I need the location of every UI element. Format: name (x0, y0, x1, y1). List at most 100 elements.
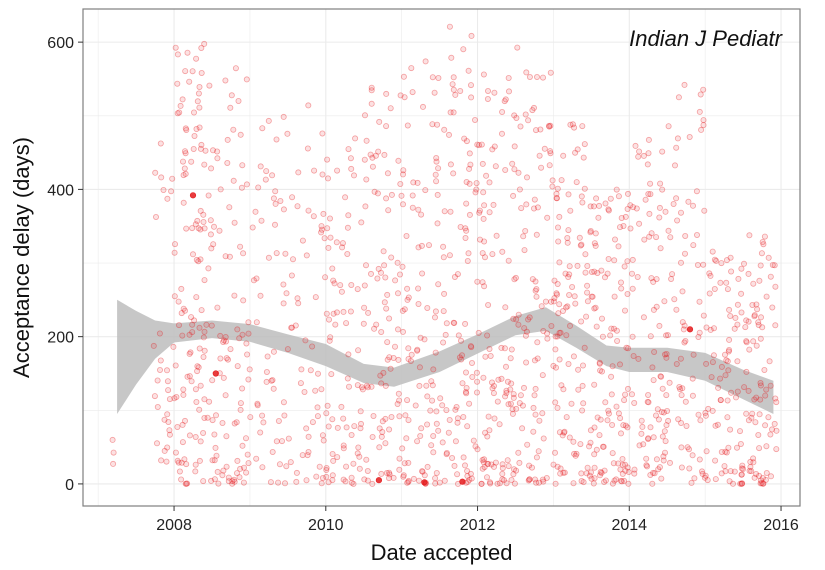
data-point (580, 362, 587, 369)
data-point (622, 467, 629, 474)
data-point (415, 285, 422, 292)
data-point (590, 203, 597, 210)
data-point (458, 356, 465, 363)
data-point (605, 410, 612, 417)
data-point (538, 164, 545, 171)
data-point (284, 130, 291, 137)
data-point (661, 298, 668, 305)
data-point (523, 328, 530, 335)
data-point (617, 466, 624, 473)
data-point (725, 348, 732, 355)
data-point (489, 251, 496, 258)
data-point (294, 295, 301, 302)
data-point (466, 165, 473, 172)
data-point (197, 256, 204, 263)
data-point (418, 425, 425, 432)
data-point (632, 142, 639, 149)
data-point (531, 205, 538, 212)
data-point (391, 343, 398, 350)
data-point (772, 395, 779, 402)
data-point (354, 382, 361, 389)
data-point (682, 398, 689, 405)
data-point (333, 239, 340, 246)
data-point (663, 354, 670, 361)
data-point (695, 411, 702, 418)
data-point (756, 411, 763, 418)
data-point (340, 415, 347, 422)
data-point (734, 321, 741, 328)
data-point (323, 410, 330, 417)
data-point (657, 180, 664, 187)
data-point (622, 213, 629, 220)
data-point (363, 382, 370, 389)
data-point (435, 281, 442, 288)
data-point (192, 221, 199, 228)
data-point (220, 467, 227, 474)
data-point (408, 65, 415, 72)
data-point (295, 300, 302, 307)
data-point (314, 413, 321, 420)
data-point (365, 309, 372, 316)
data-point (568, 400, 575, 407)
data-point (320, 437, 327, 444)
data-point (283, 290, 290, 297)
data-point (491, 415, 498, 422)
data-point (625, 190, 632, 197)
data-point (382, 415, 389, 422)
data-point (686, 446, 693, 453)
data-point (618, 478, 625, 485)
data-point (580, 154, 587, 161)
data-point (645, 391, 652, 398)
data-point (265, 254, 272, 261)
data-point (533, 127, 540, 134)
data-point (404, 397, 411, 404)
data-point (430, 366, 437, 373)
data-point (466, 150, 473, 157)
data-point (515, 169, 522, 176)
data-point (592, 304, 599, 311)
data-point (544, 214, 551, 221)
data-point (322, 274, 329, 281)
data-point (188, 378, 195, 385)
data-point (718, 363, 725, 370)
data-point (153, 440, 160, 447)
data-point (659, 148, 666, 155)
data-point (659, 186, 666, 193)
data-point (515, 449, 522, 456)
data-point (523, 359, 530, 366)
data-point (630, 204, 637, 211)
data-point (711, 325, 718, 332)
data-point (298, 366, 305, 373)
data-point (206, 82, 213, 89)
data-point (613, 327, 620, 334)
data-point (591, 305, 598, 312)
data-point (449, 81, 456, 88)
data-point (435, 427, 442, 434)
data-point (196, 345, 203, 352)
data-point (332, 321, 339, 328)
data-point (250, 277, 257, 284)
data-point (526, 314, 533, 321)
data-point (499, 248, 506, 255)
data-point (225, 478, 232, 485)
data-point (223, 463, 230, 470)
data-point (689, 452, 696, 459)
data-point (589, 293, 596, 300)
data-point (767, 431, 774, 438)
data-point (428, 442, 435, 449)
data-point (608, 325, 615, 332)
data-point (229, 480, 236, 487)
data-point (257, 163, 264, 170)
data-point (214, 155, 221, 162)
data-point (510, 394, 517, 401)
data-point (457, 88, 464, 95)
data-point (522, 332, 529, 339)
data-point (355, 347, 362, 354)
data-point (613, 476, 620, 483)
data-point (679, 385, 686, 392)
data-point (677, 355, 684, 362)
data-point (771, 420, 778, 427)
data-point (636, 148, 643, 155)
data-point (356, 453, 363, 460)
data-point (525, 117, 532, 124)
